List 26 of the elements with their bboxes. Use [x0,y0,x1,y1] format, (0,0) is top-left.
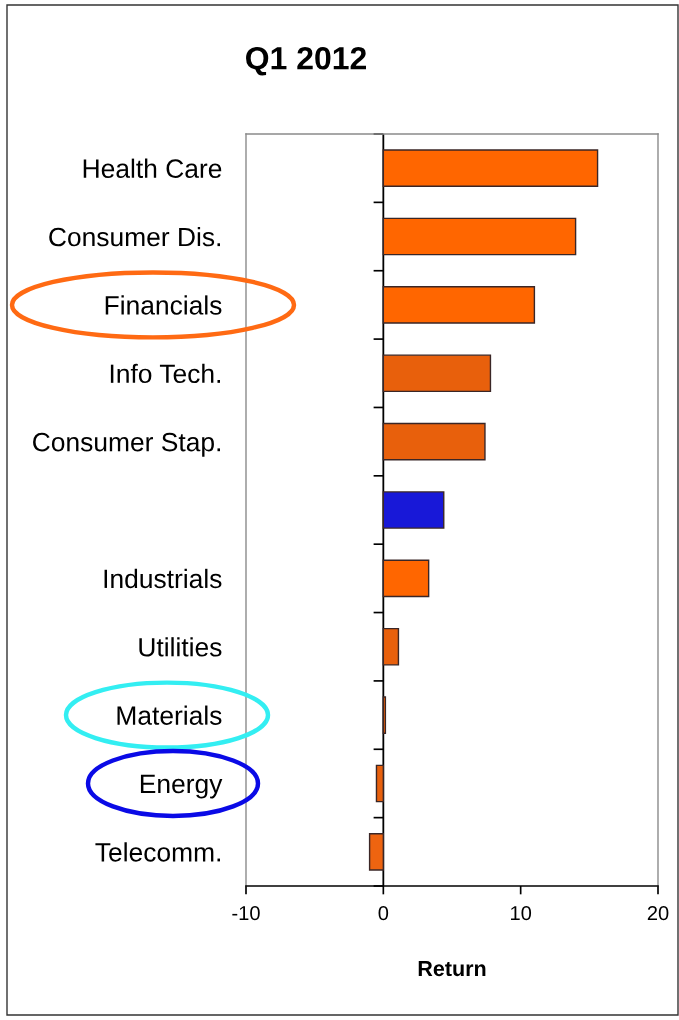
bar [368,833,385,871]
y-tick-label: Info Tech. [110,363,220,384]
x-tick-label: 20 [647,905,669,921]
bar [382,627,400,666]
bar [382,354,492,393]
bar [382,491,445,529]
bar [382,149,599,187]
y-tick-label: Consumer Stap. [33,432,220,457]
x-tick-label: 10 [511,905,532,921]
y-tick-label: Energy [140,774,223,799]
y-tick-label: Health Care [83,158,222,178]
bar [375,764,385,803]
y-tick-label: Financials [105,295,222,315]
y-tick-label: Telecomm. [95,842,220,862]
y-tick-label: Materials [117,705,222,725]
bar [382,217,577,256]
bar [382,286,536,324]
chart-title: Q1 2012 [246,46,366,76]
y-tick-label: Utilities [139,637,222,657]
x-tick-label: 0 [378,905,389,921]
y-tick-label: Consumer Dis. [49,226,220,247]
bar [382,559,430,598]
x-tick-label: -10 [232,905,260,921]
x-axis-title: Return [418,961,486,977]
y-tick-label: Industrials [104,568,222,589]
bar [382,422,486,461]
